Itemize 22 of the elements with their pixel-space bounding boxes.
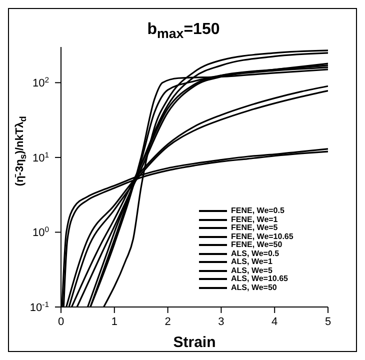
y-tick-label: 10$^{2}$ [32, 75, 49, 90]
y-tick-label: 10$^{-1}$ [30, 300, 49, 314]
x-tick-label: 2 [164, 316, 171, 328]
x-axis-title: Strain [173, 334, 216, 351]
legend-label: ALS, We=50 [231, 282, 277, 292]
chart-title: b$_{max}$=150 [146, 21, 221, 42]
legend-label: ALS, We=0.5 [231, 248, 280, 258]
y-tick-label: 10$^{0}$ [32, 224, 49, 240]
x-tick-label: 0 [58, 316, 64, 328]
legend-label: FENE, We=10.65 [231, 232, 294, 240]
legend-label: FENE, We=0.5 [231, 206, 284, 216]
legend-label: ALS, We=1 [231, 257, 272, 266]
legend-label: FENE, We=50 [231, 240, 282, 250]
legend-label: FENE, We=1 [231, 214, 278, 224]
x-tick-label: 3 [218, 316, 224, 328]
legend-label: ALS, We=5 [231, 266, 272, 274]
x-tick-label: 4 [272, 316, 278, 328]
x-tick-label: 5 [324, 316, 332, 328]
x-tick-label: 1 [111, 316, 118, 328]
legend-label: FENE, We=5 [231, 223, 278, 232]
legend-label: ALS, We=10.65 [231, 274, 288, 284]
y-tick-label: 10$^{1}$ [32, 150, 49, 164]
